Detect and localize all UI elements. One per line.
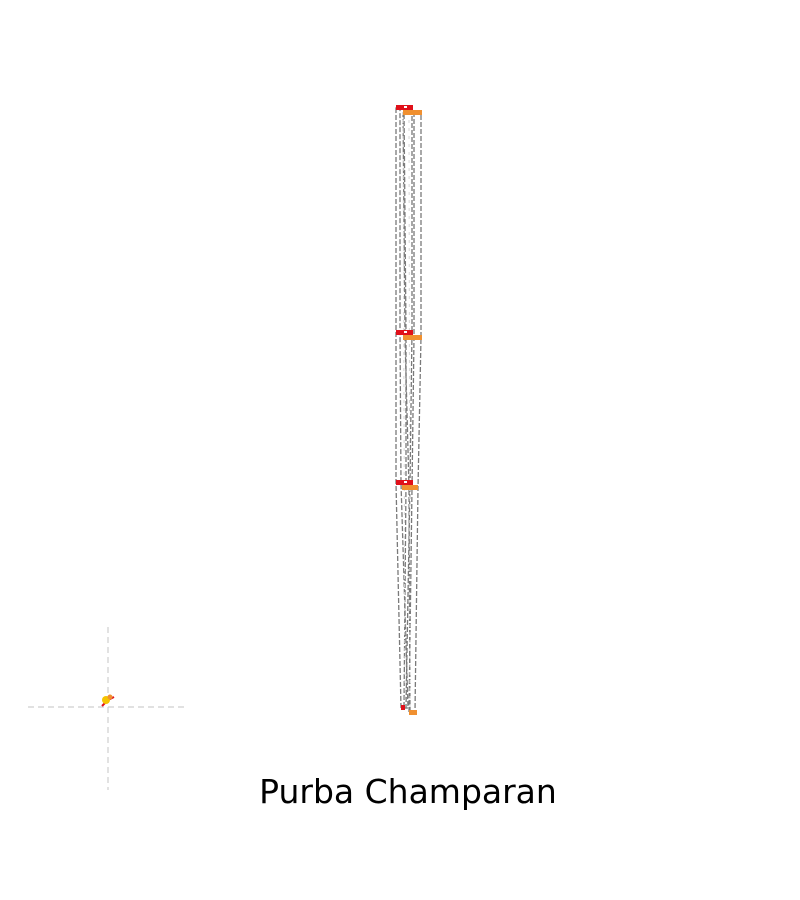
marker-orange-lower	[402, 485, 418, 490]
crosshair-marker	[101, 694, 115, 707]
markers-top	[396, 105, 422, 115]
marker-orange-middle	[403, 335, 422, 340]
marker-white-top	[404, 106, 407, 108]
markers-bottom	[401, 705, 417, 715]
outline-shape-left	[395, 107, 409, 709]
outline-shape-center-right	[408, 112, 415, 713]
inner-guide-line-1	[402, 111, 406, 709]
markers-middle	[396, 330, 422, 340]
marker-orange-bottom	[409, 710, 417, 715]
outline-shapes	[395, 107, 422, 713]
marker-white-lower	[404, 481, 407, 483]
marker-red-bottom	[401, 705, 405, 710]
diagram-caption: Purba Champaran	[259, 772, 557, 811]
inner-guide-line-2	[408, 111, 411, 713]
crosshair-guide	[28, 627, 188, 790]
inner-guides	[402, 111, 411, 713]
marker-white-middle	[404, 331, 407, 333]
marker-dot-orange	[107, 694, 113, 700]
markers-lower	[396, 480, 418, 490]
marker-orange-top	[403, 110, 422, 115]
